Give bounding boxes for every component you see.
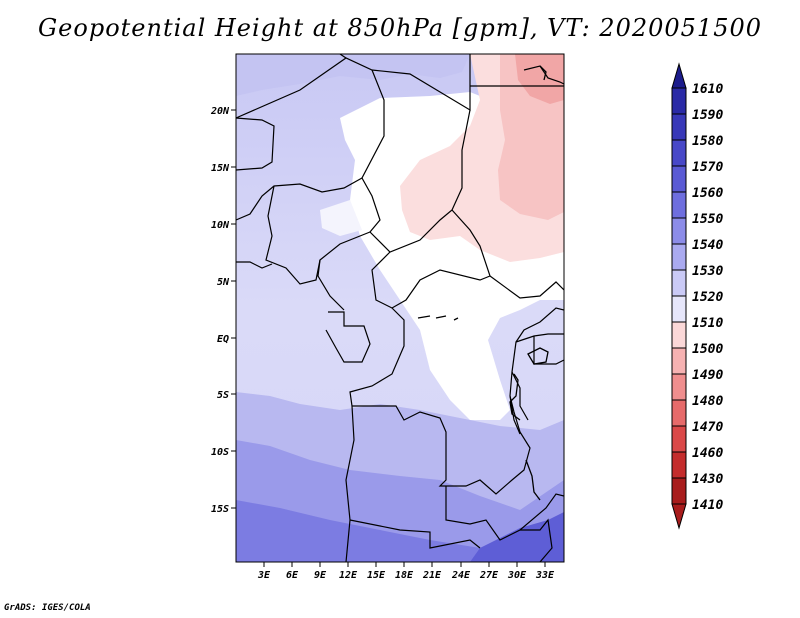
lake-victoria (527, 347, 549, 365)
colorbar-swatch (671, 295, 687, 323)
colorbar-swatch (671, 165, 687, 193)
colorbar-swatch (671, 477, 687, 505)
colorbar-bottom-arrow (671, 503, 687, 530)
lat-label: 15N (211, 163, 230, 174)
colorbar-swatch (671, 139, 687, 167)
colorbar-label: 1590 (692, 108, 723, 123)
colorbar-swatch (671, 191, 687, 219)
lon-label: 24E (451, 570, 471, 581)
lat-label: 10N (211, 220, 230, 231)
colorbar: 1610 1590 1580 1570 1560 1550 1540 1530 1520 1510… (671, 62, 723, 530)
colorbar-label: 1530 (692, 264, 723, 279)
lat-label: 10S (211, 447, 229, 458)
lat-label: EQ (217, 334, 229, 345)
colorbar-label: 1430 (692, 472, 723, 487)
contour-region-1520-west (320, 200, 362, 236)
colorbar-label: 1480 (692, 394, 723, 409)
contour-region-1480 (515, 54, 564, 104)
colorbar-swatch (671, 113, 687, 141)
colorbar-label: 1510 (692, 316, 723, 331)
colorbar-label: 1460 (692, 446, 723, 461)
lon-labels: 3E 6E 9E 12E 15E 18E 21E 24E 27E 30E 33E (257, 570, 555, 581)
lat-label: 20N (210, 106, 230, 117)
colorbar-label: 1560 (692, 186, 723, 201)
lake-marks (417, 315, 459, 321)
colorbar-swatch (671, 373, 687, 401)
colorbar-label: 1550 (692, 212, 723, 227)
colorbar-label: 1490 (692, 368, 723, 383)
lat-label: 15S (211, 504, 229, 515)
grads-credit: GrADS: IGES/COLA (4, 603, 91, 613)
lon-label: 15E (367, 570, 386, 581)
colorbar-swatch (671, 269, 687, 297)
lat-labels: 20N 15N 10N 5N EQ 5S 10S 15S (210, 106, 230, 515)
colorbar-label: 1470 (692, 420, 723, 435)
lon-label: 3E (257, 570, 271, 581)
colorbar-swatch (671, 217, 687, 245)
colorbar-label: 1500 (692, 342, 723, 357)
colorbar-label: 1580 (692, 134, 723, 149)
colorbar-top-arrow (671, 62, 687, 89)
colorbar-swatch (671, 321, 687, 349)
lake-nasser (539, 65, 547, 81)
colorbar-label: 1570 (692, 160, 723, 175)
colorbar-swatch (671, 451, 687, 479)
colorbar-label: 1520 (692, 290, 723, 305)
lakes (417, 65, 549, 501)
colorbar-label: 1410 (692, 498, 723, 513)
plot-frame (235, 53, 565, 563)
colorbar-swatch (671, 399, 687, 427)
lat-label: 5S (217, 390, 229, 401)
lake-tanganyika (509, 373, 521, 421)
contour-region-1560-south (236, 500, 564, 562)
lat-label: 5N (217, 277, 230, 288)
lon-axis (263, 562, 546, 567)
lon-label: 18E (395, 570, 414, 581)
colorbar-label: 1540 (692, 238, 723, 253)
lon-label: 33E (535, 570, 555, 581)
colorbar-swatch (671, 87, 687, 115)
colorbar-swatch (671, 425, 687, 453)
map-plot-area (236, 54, 564, 562)
lon-label: 27E (479, 570, 499, 581)
lat-axis (231, 109, 236, 509)
lon-label: 12E (339, 570, 358, 581)
lake-malawi (525, 459, 541, 501)
lon-label: 6E (286, 570, 299, 581)
country-borders (236, 54, 564, 562)
colorbar-swatch (671, 243, 687, 271)
contour-region-1530-north (236, 54, 470, 96)
lon-label: 9E (314, 570, 327, 581)
lon-label: 30E (507, 570, 527, 581)
colorbar-label: 1610 (692, 82, 723, 97)
colorbar-swatch (671, 347, 687, 375)
lon-label: 21E (422, 570, 442, 581)
chart-title: Geopotential Height at 850hPa [gpm], VT:… (38, 14, 762, 42)
contour-region-1570-south (470, 512, 564, 562)
